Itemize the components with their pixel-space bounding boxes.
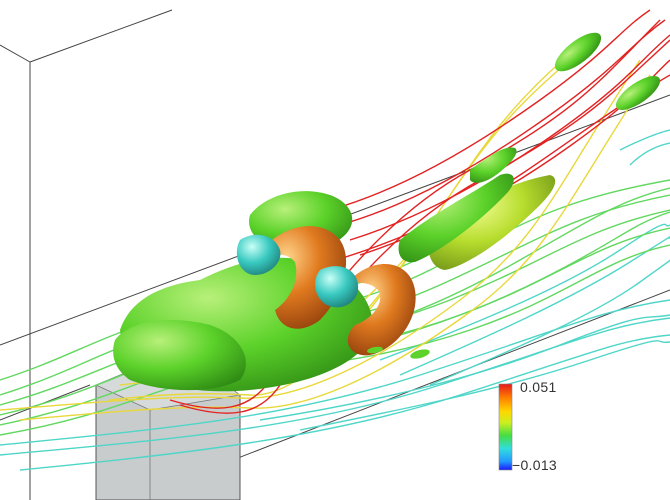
colorbar bbox=[498, 383, 513, 471]
vortex-blob-small-2 bbox=[367, 346, 383, 354]
wall-top-edge bbox=[29, 9, 173, 63]
vortex-blob-top-right bbox=[554, 32, 602, 72]
vortex-streak-yellow bbox=[428, 175, 556, 270]
vortex-tube-cyan bbox=[236, 234, 281, 275]
vortex-arc-orange-right bbox=[347, 263, 416, 356]
vortex-blob-right bbox=[615, 75, 661, 111]
vortex-lobe-green-front bbox=[113, 320, 246, 391]
wall-left-edge-top bbox=[0, 44, 31, 63]
colorbar-min-label: −0.013 bbox=[512, 457, 558, 473]
vortex-structures bbox=[113, 32, 661, 392]
vortex-tube-cyan-2 bbox=[315, 266, 359, 308]
vortex-streak-green-mid bbox=[398, 173, 514, 263]
vortex-blob-small bbox=[410, 349, 430, 359]
colorbar-scale bbox=[498, 383, 513, 471]
vortex-tail-green bbox=[470, 147, 517, 183]
streamlines-cyan bbox=[0, 129, 670, 471]
colorbar-max-label: 0.051 bbox=[520, 379, 557, 395]
